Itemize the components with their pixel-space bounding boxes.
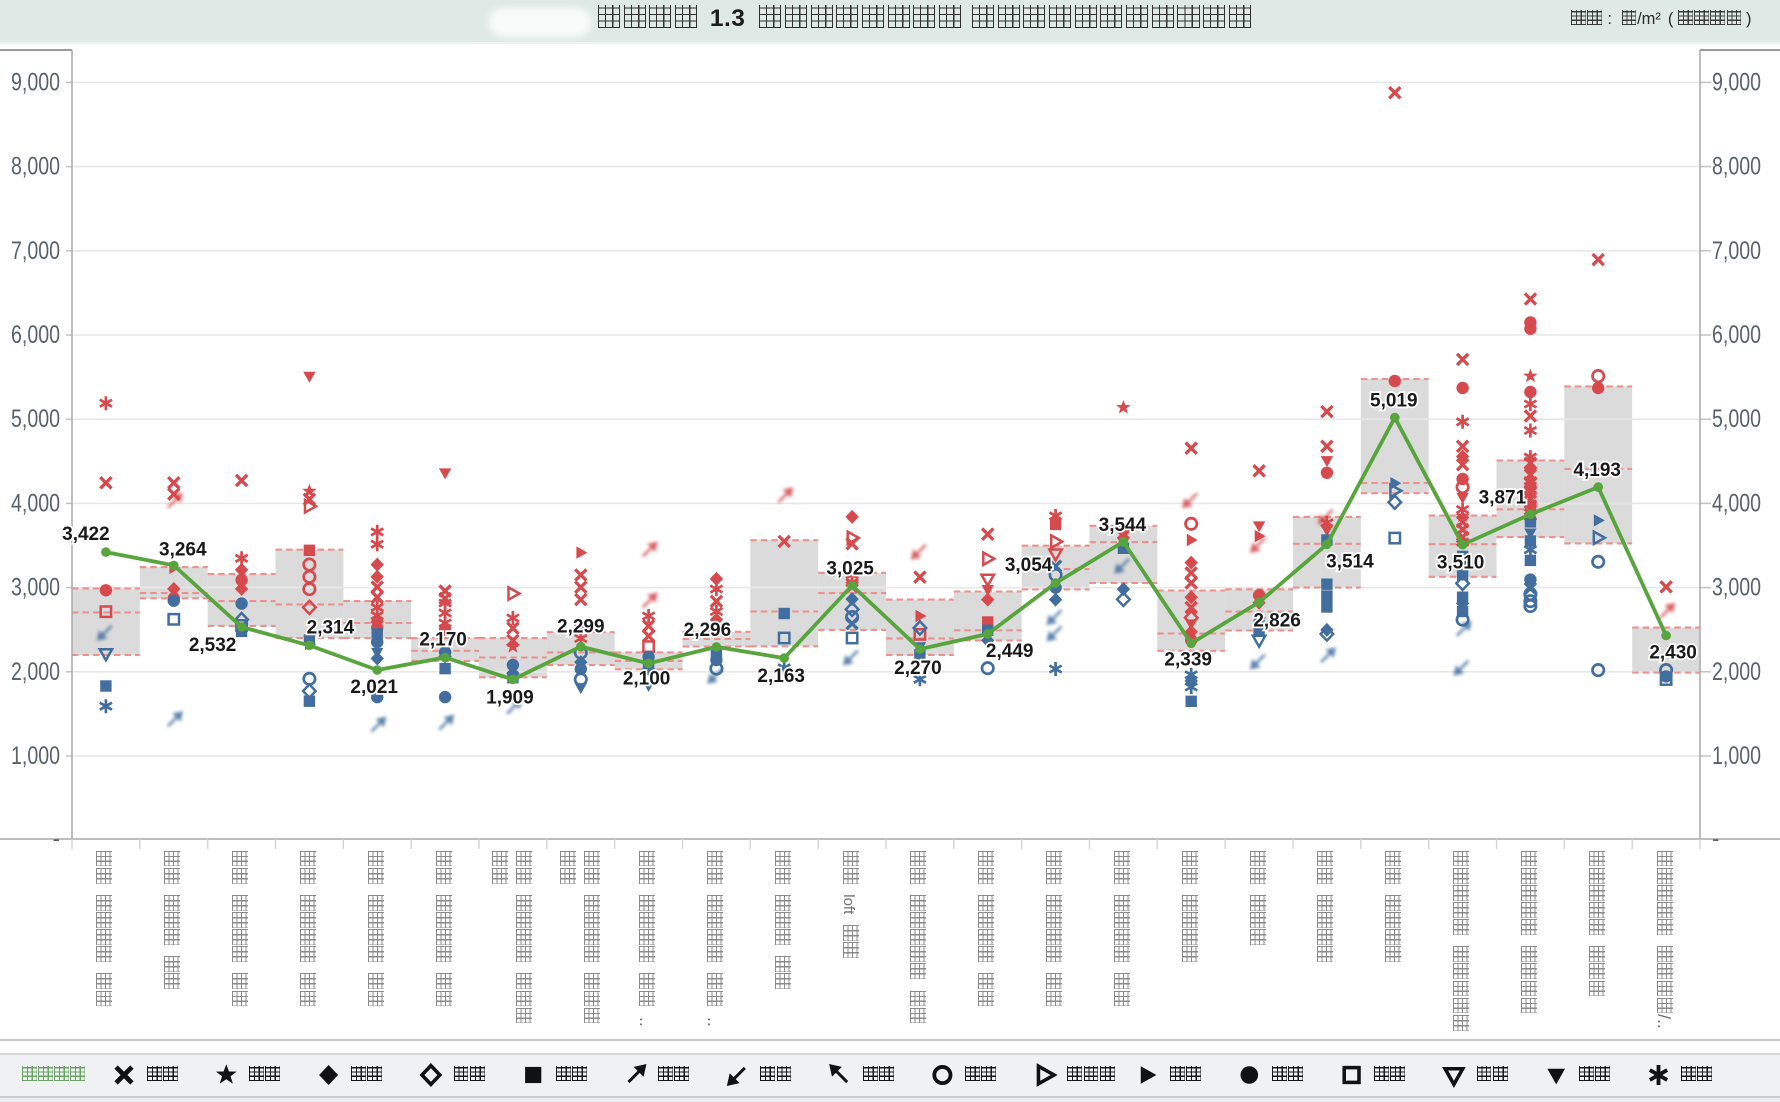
svg-text:6,000: 6,000 — [1712, 321, 1761, 349]
svg-text:2,449: 2,449 — [986, 641, 1034, 662]
svg-text:2,430: 2,430 — [1649, 643, 1697, 664]
svg-text:1,000: 1,000 — [11, 742, 60, 770]
svg-text:2,299: 2,299 — [557, 617, 605, 638]
svg-text:2,000: 2,000 — [1712, 658, 1761, 686]
svg-text:9,000: 9,000 — [1712, 68, 1761, 96]
svg-text:2,163: 2,163 — [757, 666, 805, 687]
svg-text:2,100: 2,100 — [623, 668, 671, 689]
svg-text:2,826: 2,826 — [1253, 610, 1301, 631]
svg-text:4,000: 4,000 — [1712, 489, 1761, 517]
svg-text:7,000: 7,000 — [11, 237, 60, 265]
svg-text:3,871: 3,871 — [1479, 487, 1527, 508]
svg-text:-: - — [1712, 826, 1719, 851]
svg-text:2,270: 2,270 — [894, 658, 942, 679]
svg-text:2,000: 2,000 — [11, 658, 60, 686]
svg-text:6,000: 6,000 — [11, 321, 60, 349]
svg-text:9,000: 9,000 — [11, 68, 60, 96]
svg-text:2,532: 2,532 — [189, 635, 237, 656]
svg-text:5,019: 5,019 — [1370, 391, 1418, 412]
svg-text:4,193: 4,193 — [1573, 460, 1621, 481]
svg-text:3,264: 3,264 — [159, 539, 207, 560]
svg-text:2,170: 2,170 — [419, 630, 467, 651]
svg-text:1,000: 1,000 — [1712, 742, 1761, 770]
svg-text:-: - — [53, 826, 60, 851]
svg-text:3,514: 3,514 — [1326, 551, 1374, 572]
svg-text:3,510: 3,510 — [1437, 553, 1485, 574]
svg-text:2,314: 2,314 — [307, 617, 355, 638]
svg-text:2,296: 2,296 — [684, 620, 732, 641]
svg-text:8,000: 8,000 — [11, 153, 60, 181]
svg-text:4,000: 4,000 — [11, 489, 60, 517]
svg-text:2,339: 2,339 — [1164, 649, 1212, 670]
svg-text:2,021: 2,021 — [350, 677, 398, 698]
svg-text:5,000: 5,000 — [1712, 405, 1761, 433]
svg-text:8,000: 8,000 — [1712, 153, 1761, 181]
svg-text:3,544: 3,544 — [1099, 515, 1147, 536]
svg-text:5,000: 5,000 — [11, 405, 60, 433]
svg-text:1,909: 1,909 — [486, 688, 534, 709]
svg-text:3,422: 3,422 — [62, 524, 110, 545]
svg-text:3,000: 3,000 — [1712, 574, 1761, 602]
svg-text:7,000: 7,000 — [1712, 237, 1761, 265]
svg-text:3,054: 3,054 — [1005, 555, 1053, 576]
svg-text:3,025: 3,025 — [826, 559, 874, 580]
svg-text:3,000: 3,000 — [11, 574, 60, 602]
